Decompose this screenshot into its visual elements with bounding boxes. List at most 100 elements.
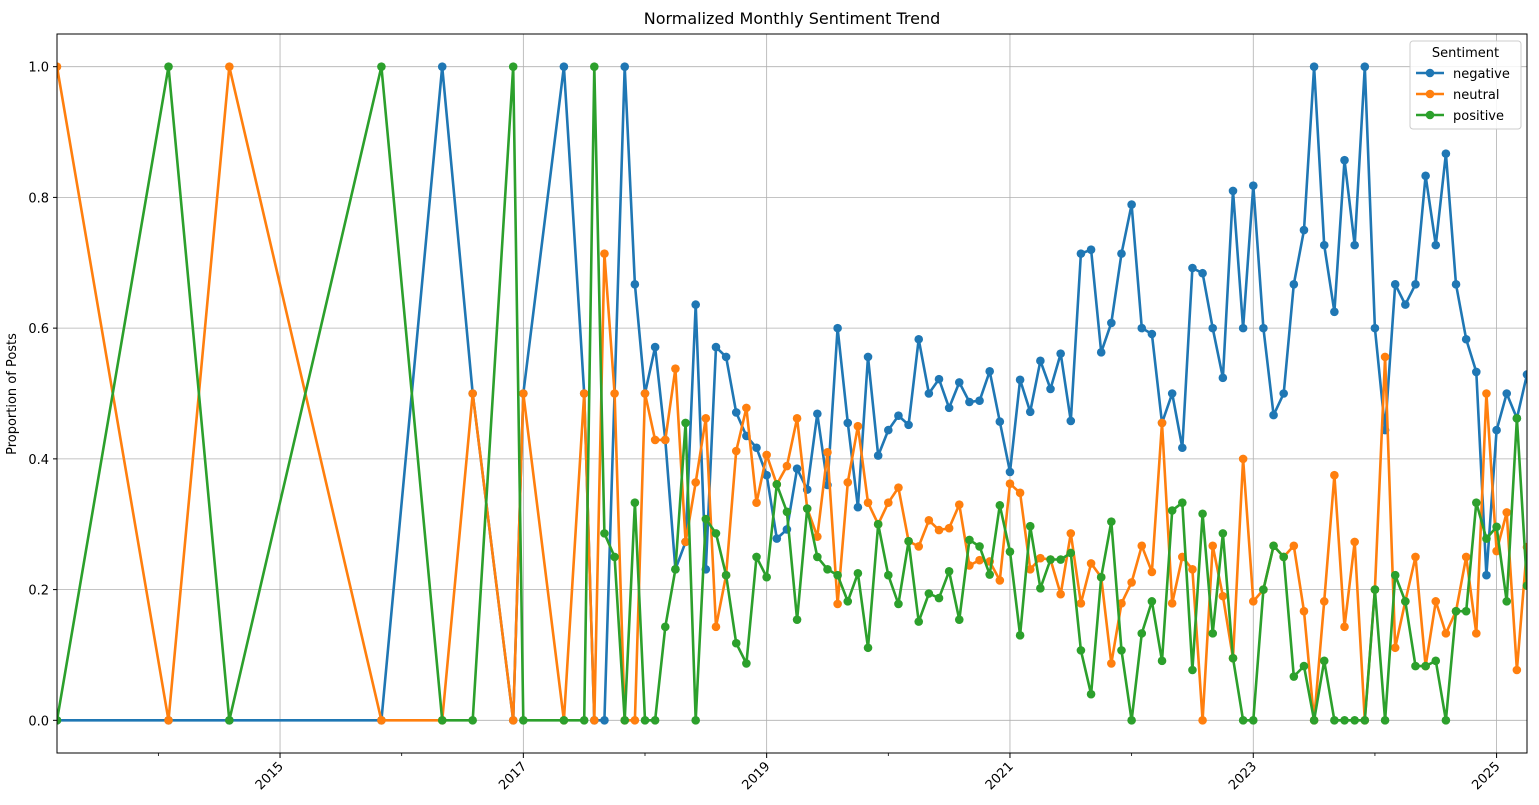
data-point-positive [802,504,812,513]
data-point-neutral [782,461,792,471]
data-point-negative [975,396,984,405]
data-point-positive [1340,716,1349,725]
data-point-positive [1461,606,1471,616]
data-point-negative [1289,280,1299,289]
data-point-neutral [813,532,822,541]
data-point-negative [1107,318,1116,328]
data-point-negative [1147,329,1157,339]
data-point-positive [1512,414,1522,423]
data-point-positive [1380,716,1390,725]
data-point-negative [1401,300,1410,309]
data-point-neutral [711,622,721,632]
data-point-positive [1238,716,1248,725]
data-point-neutral [1208,541,1218,551]
data-point-neutral [752,498,761,507]
data-point-neutral [1502,508,1512,517]
data-point-positive [985,570,994,579]
data-point-positive [1248,716,1258,725]
data-point-neutral [57,62,62,71]
data-point-positive [1015,631,1025,640]
y-axis-label: Proportion of Posts [5,333,20,455]
data-point-positive [884,570,893,580]
data-point-positive [782,507,792,517]
legend-title: Sentiment [1432,46,1499,61]
data-point-negative [1066,416,1076,426]
data-point-neutral [975,555,984,565]
data-point-positive [468,716,477,725]
data-point-neutral [1015,488,1025,498]
data-point-neutral [823,448,832,457]
data-point-positive [1390,570,1400,580]
data-point-negative [1482,570,1491,580]
data-point-positive [164,62,173,71]
legend-label-negative: negative [1453,67,1510,82]
data-point-neutral [1167,599,1177,608]
data-point-neutral [1411,552,1420,562]
data-point-positive [1218,529,1228,538]
data-point-neutral [742,403,751,413]
data-point-negative [934,374,944,384]
data-point-positive [600,529,609,538]
data-point-positive [934,593,944,603]
data-point-negative [914,334,924,344]
data-point-negative [1198,268,1207,278]
data-point-negative [1330,307,1339,317]
data-point-positive [1319,656,1329,666]
data-point-positive [1167,506,1177,515]
data-point-neutral [1238,454,1248,464]
data-point-neutral [630,716,640,725]
data-point-neutral [650,435,660,445]
data-point-neutral [508,716,518,725]
data-point-positive [1309,716,1319,725]
data-point-positive [630,498,640,507]
data-point-neutral [1147,567,1157,577]
data-point-positive [742,659,751,668]
data-point-positive [610,552,619,562]
data-point-negative [1441,149,1451,158]
data-point-positive [863,643,873,653]
data-point-neutral [954,500,964,509]
data-point-negative [752,443,761,453]
data-point-positive [833,570,842,580]
data-point-positive [914,617,924,626]
data-point-neutral [1390,643,1400,653]
data-point-positive [640,716,650,725]
data-point-positive [1046,555,1055,564]
data-point-positive [1482,534,1491,543]
series-layer [57,62,1527,725]
data-point-positive [1289,672,1299,681]
data-point-negative [985,366,994,376]
data-point-neutral [1025,565,1035,574]
data-point-positive [1056,555,1065,564]
data-point-positive [671,565,680,574]
data-point-positive [57,716,62,725]
data-point-negative [1238,323,1248,333]
data-point-neutral [853,421,863,431]
data-point-negative [1056,349,1065,358]
data-point-neutral [1319,597,1329,606]
data-point-neutral [1157,418,1167,428]
data-point-negative [965,397,974,407]
data-point-positive [1441,716,1451,725]
data-point-negative [1319,240,1329,250]
data-point-neutral [1472,629,1481,638]
data-point-negative [1279,389,1288,398]
data-point-negative [600,716,609,725]
data-point-negative [1451,280,1461,289]
data-point-neutral [1005,479,1015,489]
data-point-neutral [225,62,234,71]
data-point-negative [1137,323,1147,333]
data-point-negative [1390,280,1400,289]
data-point-negative [1259,323,1268,333]
data-point-negative [1360,62,1370,71]
data-point-negative [1046,384,1055,394]
data-point-positive [681,418,690,428]
data-point-neutral [1431,597,1441,606]
data-point-positive [975,542,984,551]
data-point-positive [1127,716,1136,725]
data-point-positive [1269,541,1278,551]
data-point-positive [995,500,1005,510]
data-point-negative [995,417,1005,426]
data-point-neutral [843,478,853,487]
data-point-positive [904,536,913,546]
